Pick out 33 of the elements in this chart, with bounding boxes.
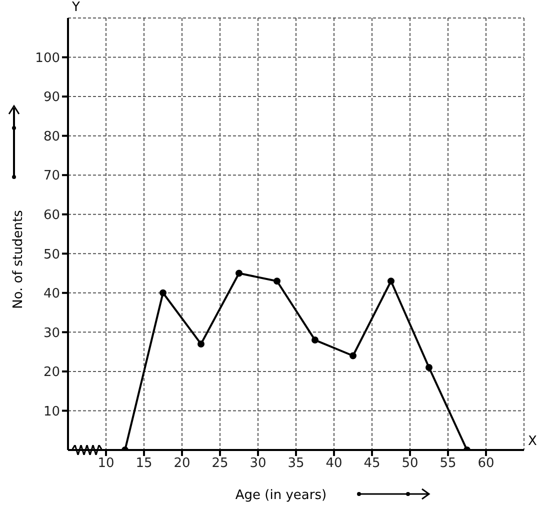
point [160, 289, 166, 296]
x-tick-label: 10 [98, 456, 114, 472]
x-axis-title: Age (in years) [234, 488, 328, 503]
point [388, 278, 394, 285]
y-tick-label: 40 [43, 286, 60, 302]
y-tick-label: 100 [35, 50, 60, 66]
x-tick-label: 45 [364, 456, 380, 472]
y-tick-label: 10 [43, 404, 60, 420]
x-tick-label: 20 [174, 456, 190, 472]
x-tick-label: 35 [288, 456, 304, 472]
point [350, 352, 356, 360]
x-tick-label: 55 [440, 456, 456, 472]
x-tick-label: 25 [212, 456, 228, 472]
point [198, 340, 204, 348]
y-tick-label: 50 [43, 247, 60, 262]
y-tick-label: 30 [43, 326, 60, 341]
text: Y [72, 0, 80, 15]
text: X [528, 434, 537, 449]
x-tick-label: 50 [402, 456, 418, 472]
x-tick-label: 15 [136, 456, 152, 472]
y-tick-label: 20 [43, 365, 60, 380]
point [426, 364, 432, 372]
y-tick-label: 60 [43, 208, 60, 223]
y-tick-label: 70 [43, 168, 60, 184]
y-axis-title: No. of students [10, 210, 26, 308]
point [236, 270, 242, 277]
x-tick-label: 30 [250, 456, 266, 472]
y-tick-label: 90 [43, 90, 60, 106]
x-tick-label: 40 [326, 456, 342, 472]
point [312, 336, 318, 344]
y-tick-label: 80 [43, 129, 60, 144]
x-tick-label: 60 [478, 456, 494, 472]
point [274, 278, 280, 285]
